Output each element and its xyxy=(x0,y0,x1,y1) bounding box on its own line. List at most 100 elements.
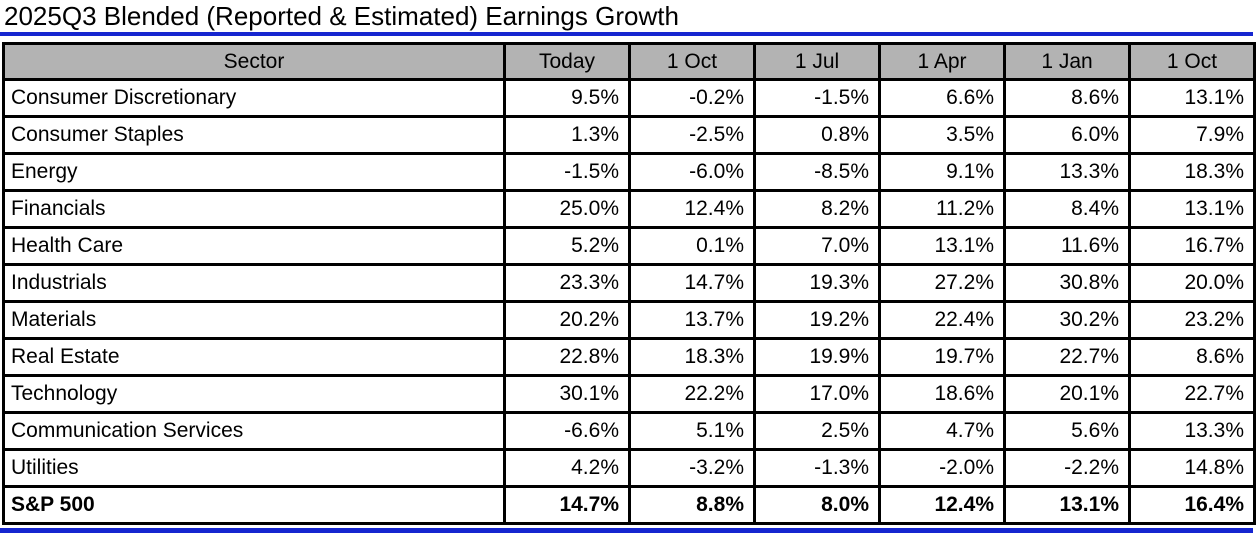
value-cell: 19.2% xyxy=(753,300,881,340)
column-header-date-6: 1 Oct xyxy=(1128,42,1256,81)
sector-name-cell: Financials xyxy=(2,189,506,229)
value-cell: 19.3% xyxy=(753,263,881,303)
table-row: Utilities 4.2% -3.2% -1.3% -2.0% -2.2% 14.8% xyxy=(2,448,1256,488)
value-cell: 18.3% xyxy=(628,337,756,377)
value-cell: 13.7% xyxy=(628,300,756,340)
value-cell: 5.6% xyxy=(1003,411,1131,451)
value-cell: -2.5% xyxy=(628,115,756,155)
value-cell: 8.4% xyxy=(1003,189,1131,229)
table-header-row: Sector Today 1 Oct 1 Jul 1 Apr 1 Jan 1 Oct xyxy=(2,42,1256,81)
value-cell: -2.2% xyxy=(1003,448,1131,488)
value-cell: 22.2% xyxy=(628,374,756,414)
column-header-sector: Sector xyxy=(2,42,506,81)
value-cell: 19.9% xyxy=(753,337,881,377)
value-cell: 20.0% xyxy=(1128,263,1256,303)
value-cell: -1.5% xyxy=(503,152,631,192)
value-cell: 19.7% xyxy=(878,337,1006,377)
value-cell: 14.7% xyxy=(503,485,631,525)
table-row: Energy -1.5% -6.0% -8.5% 9.1% 13.3% 18.3% xyxy=(2,152,1256,192)
earnings-growth-table: Sector Today 1 Oct 1 Jul 1 Apr 1 Jan 1 Oct Con… xyxy=(2,42,1256,525)
value-cell: 14.8% xyxy=(1128,448,1256,488)
value-cell: 8.2% xyxy=(753,189,881,229)
table-row: Real Estate 22.8% 18.3% 19.9% 19.7% 22.7% 8.6% xyxy=(2,337,1256,377)
table-row: Consumer Staples 1.3% -2.5% 0.8% 3.5% 6.0% 7.9… xyxy=(2,115,1256,155)
value-cell: 22.4% xyxy=(878,300,1006,340)
value-cell: -6.0% xyxy=(628,152,756,192)
value-cell: 8.8% xyxy=(628,485,756,525)
sector-name-cell: Real Estate xyxy=(2,337,506,377)
value-cell: 30.8% xyxy=(1003,263,1131,303)
value-cell: -6.6% xyxy=(503,411,631,451)
page-title: 2025Q3 Blended (Reported & Estimated) Ea… xyxy=(4,1,679,31)
value-cell: 30.2% xyxy=(1003,300,1131,340)
column-header-date-4: 1 Apr xyxy=(878,42,1006,81)
value-cell: 16.4% xyxy=(1128,485,1256,525)
table-row: Health Care 5.2% 0.1% 7.0% 13.1% 11.6% 16.7% xyxy=(2,226,1256,266)
value-cell: 30.1% xyxy=(503,374,631,414)
value-cell: -8.5% xyxy=(753,152,881,192)
value-cell: 7.0% xyxy=(753,226,881,266)
value-cell: -2.0% xyxy=(878,448,1006,488)
value-cell: 22.7% xyxy=(1128,374,1256,414)
table-row: Technology 30.1% 22.2% 17.0% 18.6% 20.1% 22.7% xyxy=(2,374,1256,414)
sector-name-cell: Communication Services xyxy=(2,411,506,451)
sector-name-cell: Consumer Discretionary xyxy=(2,78,506,118)
value-cell: 18.6% xyxy=(878,374,1006,414)
value-cell: 9.5% xyxy=(503,78,631,118)
value-cell: 13.1% xyxy=(878,226,1006,266)
table-row: Materials 20.2% 13.7% 19.2% 22.4% 30.2% 23.2% xyxy=(2,300,1256,340)
value-cell: 17.0% xyxy=(753,374,881,414)
value-cell: 13.1% xyxy=(1003,485,1131,525)
value-cell: -0.2% xyxy=(628,78,756,118)
value-cell: 1.3% xyxy=(503,115,631,155)
column-header-date-1: Today xyxy=(503,42,631,81)
value-cell: 20.2% xyxy=(503,300,631,340)
table-row: Financials 25.0% 12.4% 8.2% 11.2% 8.4% 13.1% xyxy=(2,189,1256,229)
value-cell: 9.1% xyxy=(878,152,1006,192)
value-cell: 25.0% xyxy=(503,189,631,229)
sector-name-cell: Health Care xyxy=(2,226,506,266)
table-row: Industrials 23.3% 14.7% 19.3% 27.2% 30.8% 20.0… xyxy=(2,263,1256,303)
column-header-date-2: 1 Oct xyxy=(628,42,756,81)
value-cell: 12.4% xyxy=(628,189,756,229)
value-cell: -1.3% xyxy=(753,448,881,488)
value-cell: 6.0% xyxy=(1003,115,1131,155)
value-cell: 16.7% xyxy=(1128,226,1256,266)
value-cell: 13.1% xyxy=(1128,189,1256,229)
value-cell: 13.3% xyxy=(1128,411,1256,451)
sector-name-cell: Utilities xyxy=(2,448,506,488)
table-row: Consumer Discretionary 9.5% -0.2% -1.5% 6.6%… xyxy=(2,78,1256,118)
value-cell: 7.9% xyxy=(1128,115,1256,155)
value-cell: 6.6% xyxy=(878,78,1006,118)
value-cell: 20.1% xyxy=(1003,374,1131,414)
sector-name-cell: Consumer Staples xyxy=(2,115,506,155)
value-cell: 8.6% xyxy=(1128,337,1256,377)
value-cell: 12.4% xyxy=(878,485,1006,525)
total-row: S&P 500 14.7% 8.8% 8.0% 12.4% 13.1% 16.4% xyxy=(2,485,1256,525)
value-cell: 0.8% xyxy=(753,115,881,155)
sector-name-cell: Technology xyxy=(2,374,506,414)
sector-name-cell: S&P 500 xyxy=(2,485,506,525)
bottom-rule xyxy=(0,528,1253,533)
value-cell: 5.2% xyxy=(503,226,631,266)
column-header-date-3: 1 Jul xyxy=(753,42,881,81)
value-cell: 3.5% xyxy=(878,115,1006,155)
value-cell: 11.6% xyxy=(1003,226,1131,266)
value-cell: 23.3% xyxy=(503,263,631,303)
value-cell: 2.5% xyxy=(753,411,881,451)
table-row: Communication Services -6.6% 5.1% 2.5% 4.7% 5… xyxy=(2,411,1256,451)
sector-name-cell: Materials xyxy=(2,300,506,340)
value-cell: -3.2% xyxy=(628,448,756,488)
value-cell: 27.2% xyxy=(878,263,1006,303)
value-cell: -1.5% xyxy=(753,78,881,118)
value-cell: 5.1% xyxy=(628,411,756,451)
value-cell: 0.1% xyxy=(628,226,756,266)
value-cell: 4.7% xyxy=(878,411,1006,451)
sector-name-cell: Energy xyxy=(2,152,506,192)
value-cell: 22.8% xyxy=(503,337,631,377)
value-cell: 14.7% xyxy=(628,263,756,303)
value-cell: 23.2% xyxy=(1128,300,1256,340)
value-cell: 4.2% xyxy=(503,448,631,488)
sector-name-cell: Industrials xyxy=(2,263,506,303)
